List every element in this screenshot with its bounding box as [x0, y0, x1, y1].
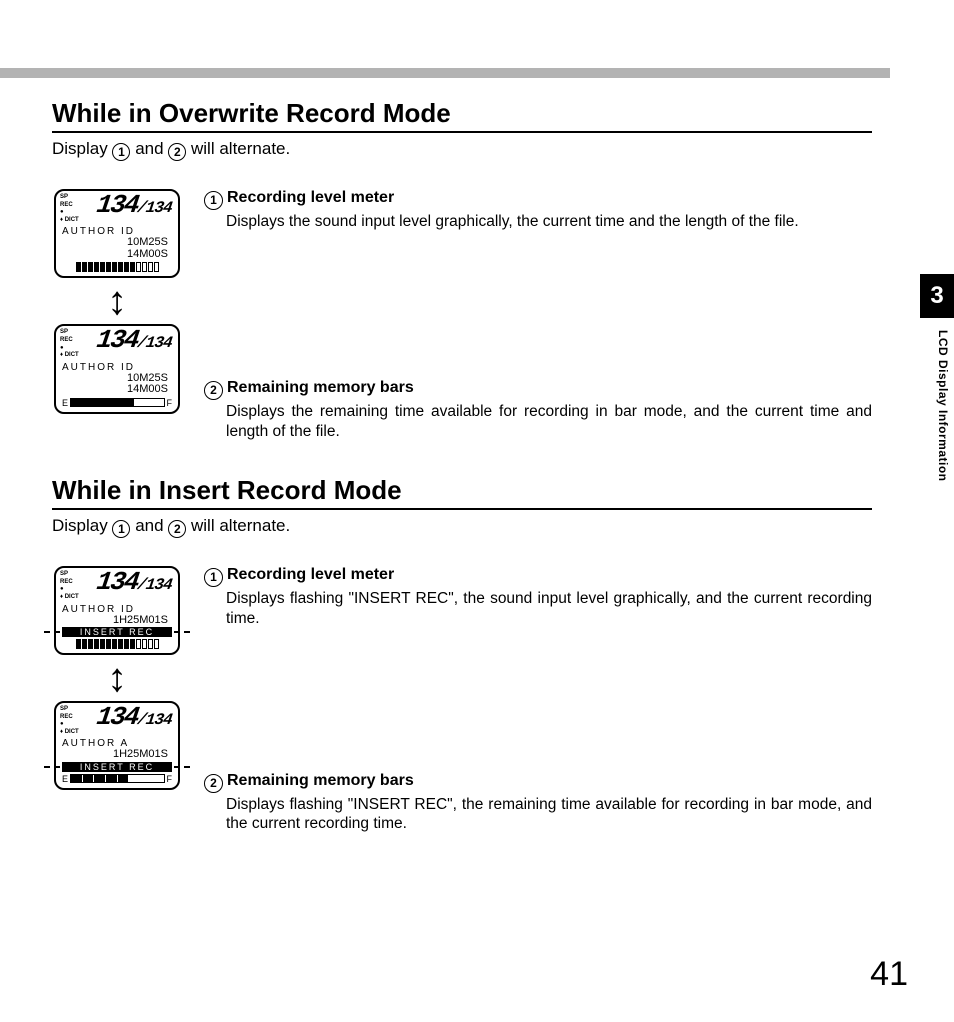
circled-number-icon: 2: [204, 774, 223, 793]
page-number: 41: [870, 955, 908, 994]
updown-arrow-icon: ↕: [107, 667, 127, 689]
subline-text: will alternate.: [186, 139, 290, 158]
lcd-display: SPREC●♦ DICT 134/134 AUTHOR ID 10M25S 14…: [54, 324, 180, 413]
insert-rec-banner: INSERT REC: [62, 762, 172, 772]
item-heading: 2Remaining memory bars: [204, 772, 872, 793]
section-heading: While in Insert Record Mode: [52, 475, 872, 510]
subline-text: and: [130, 516, 168, 535]
lcd-memory-bar-row: E F: [60, 398, 174, 408]
circled-one-icon: 1: [112, 143, 130, 161]
circled-number-icon: 1: [204, 191, 223, 210]
lcd-memory-bar: [70, 774, 164, 783]
lcd-level-meter: [60, 262, 174, 272]
subline-text: Display: [52, 139, 112, 158]
lcd-level-meter: [60, 639, 174, 649]
subline-text: will alternate.: [186, 516, 290, 535]
lcd-time-line: 1H25M01S: [60, 749, 174, 761]
item-body: Displays the sound input level graphical…: [204, 212, 872, 231]
lcd-file-counter: 134/134: [78, 194, 175, 217]
item-body: Displays the remaining time available fo…: [204, 402, 872, 441]
section-subline: Display 1 and 2 will alternate.: [52, 516, 872, 538]
section-heading: While in Overwrite Record Mode: [52, 98, 872, 133]
lcd-memory-bar: [70, 398, 164, 407]
item-row: SPREC●♦ DICT 134/134 AUTHOR ID 1H25M01S …: [52, 566, 872, 834]
lcd-file-counter: 134/134: [78, 706, 175, 729]
item-row: SPREC●♦ DICT 134/134 AUTHOR ID 10M25S 14…: [52, 189, 872, 441]
section-subline: Display 1 and 2 will alternate.: [52, 139, 872, 161]
page-content: While in Overwrite Record Mode Display 1…: [52, 98, 872, 844]
memory-empty-label: E: [62, 398, 68, 408]
circled-two-icon: 2: [168, 520, 186, 538]
lcd-status-icons: SPREC●♦ DICT: [60, 706, 80, 736]
lcd-time-line: 14M00S: [60, 249, 174, 261]
insert-rec-banner: INSERT REC: [62, 627, 172, 637]
memory-full-label: F: [167, 398, 173, 408]
lcd-author-line: AUTHOR ID: [60, 604, 174, 615]
circled-one-icon: 1: [112, 520, 130, 538]
chapter-tab: 3: [920, 274, 954, 318]
description-column: 1Recording level meter Displays the soun…: [204, 189, 872, 441]
description-column: 1Recording level meter Displays flashing…: [204, 566, 872, 834]
lcd-display: SPREC●♦ DICT 134/134 AUTHOR ID 10M25S 14…: [54, 189, 180, 278]
header-rule: [0, 68, 890, 78]
item-body: Displays flashing "INSERT REC", the soun…: [204, 589, 872, 628]
memory-empty-label: E: [62, 774, 68, 784]
lcd-status-icons: SPREC●♦ DICT: [60, 329, 80, 359]
item-body: Displays flashing "INSERT REC", the rema…: [204, 795, 872, 834]
lcd-display: SPREC●♦ DICT 134/134 AUTHOR A 1H25M01S I…: [54, 701, 180, 790]
side-label: LCD Display Information: [924, 330, 950, 482]
circled-number-icon: 2: [204, 381, 223, 400]
subline-text: Display: [52, 516, 112, 535]
item-heading: 1Recording level meter: [204, 189, 872, 210]
subline-text: and: [130, 139, 168, 158]
lcd-time-line: 14M00S: [60, 384, 174, 396]
lcd-column: SPREC●♦ DICT 134/134 AUTHOR ID 10M25S 14…: [52, 189, 182, 414]
updown-arrow-icon: ↕: [107, 290, 127, 312]
lcd-status-icons: SPREC●♦ DICT: [60, 571, 80, 601]
lcd-column: SPREC●♦ DICT 134/134 AUTHOR ID 1H25M01S …: [52, 566, 182, 790]
lcd-file-counter: 134/134: [78, 571, 175, 594]
lcd-time-line: 1H25M01S: [60, 615, 174, 627]
lcd-status-icons: SPREC●♦ DICT: [60, 194, 80, 224]
lcd-memory-bar-row: E F: [60, 774, 174, 784]
lcd-display: SPREC●♦ DICT 134/134 AUTHOR ID 1H25M01S …: [54, 566, 180, 655]
circled-two-icon: 2: [168, 143, 186, 161]
item-heading: 1Recording level meter: [204, 566, 872, 587]
circled-number-icon: 1: [204, 568, 223, 587]
lcd-file-counter: 134/134: [78, 329, 175, 352]
memory-full-label: F: [167, 774, 173, 784]
item-heading: 2Remaining memory bars: [204, 379, 872, 400]
